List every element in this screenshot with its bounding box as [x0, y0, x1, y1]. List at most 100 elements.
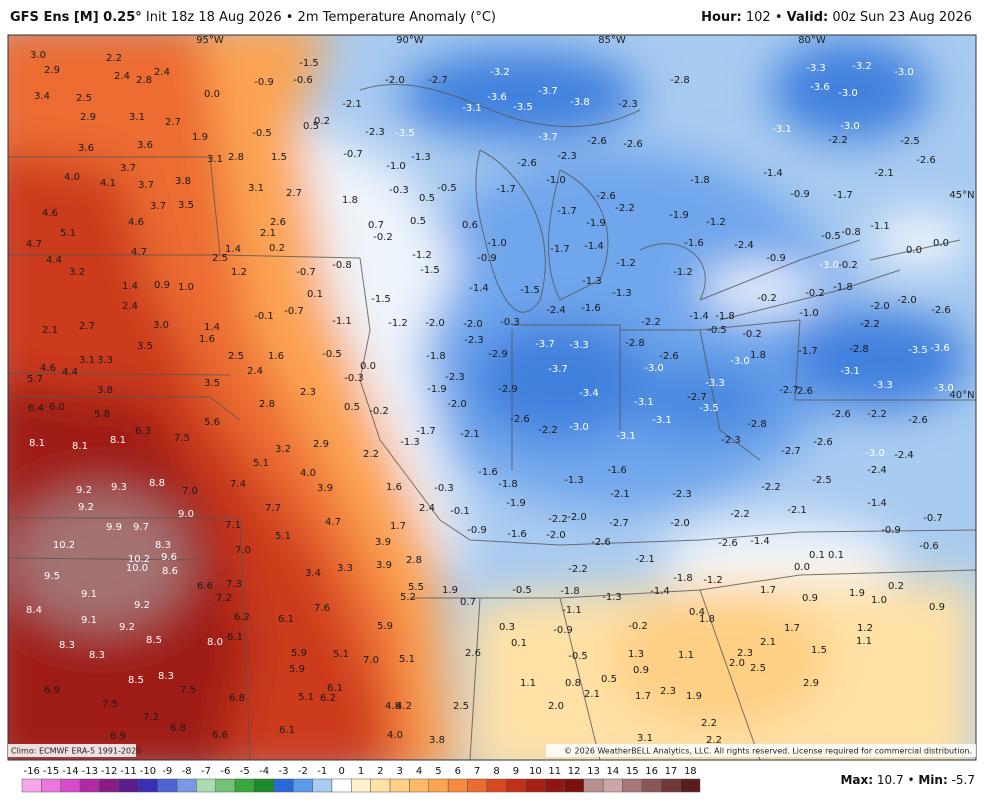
anomaly-label: -0.9 — [881, 525, 901, 536]
anomaly-label: 7.2 — [216, 593, 232, 604]
anomaly-label: -1.1 — [562, 605, 582, 616]
anomaly-label: -0.8 — [841, 227, 861, 238]
anomaly-label: -1.8 — [560, 586, 580, 597]
anomaly-label: -2.6 — [831, 409, 851, 420]
anomaly-label: 2.8 — [259, 399, 275, 410]
anomaly-label: -2.8 — [849, 344, 869, 355]
anomaly-label: -2.7 — [687, 392, 707, 403]
anomaly-label: 9.1 — [81, 615, 97, 626]
anomaly-label: -0.5 — [568, 651, 588, 662]
anomaly-label: 5.1 — [60, 228, 76, 239]
anomaly-label: 0.9 — [802, 593, 818, 604]
anomaly-label: -1.2 — [706, 217, 726, 228]
colorbar-tick-label: -2 — [298, 766, 308, 777]
anomaly-label: 4.0 — [64, 172, 80, 183]
anomaly-label: -0.7 — [284, 306, 304, 317]
anomaly-label: 0.0 — [933, 238, 949, 249]
anomaly-label: 2.1 — [260, 228, 276, 239]
hour: 102 — [745, 10, 771, 25]
anomaly-label: -2.3 — [557, 151, 577, 162]
separator: • — [907, 773, 914, 787]
colorbar-swatch — [157, 778, 178, 793]
colorbar-tick-label: -11 — [120, 766, 136, 777]
anomaly-label: -0.5 — [821, 231, 841, 242]
grid-label: 40°N — [949, 390, 974, 401]
anomaly-label: -3.0 — [934, 383, 954, 394]
anomaly-label: 6.1 — [227, 632, 243, 643]
anomaly-label: 1.5 — [811, 645, 827, 656]
colorbar-tick-label: -5 — [240, 766, 250, 777]
anomaly-label: 3.8 — [97, 385, 113, 396]
anomaly-label: -2.6 — [718, 538, 738, 549]
anomaly-label: 7.5 — [180, 685, 196, 696]
colorbar-tick-label: 15 — [626, 766, 639, 777]
anomaly-label: 4.1 — [100, 178, 116, 189]
anomaly-label: -0.7 — [343, 149, 363, 160]
anomaly-labels: 3.02.93.4 2.52.93.64.04.14.65.14.74.43.22… — [26, 50, 954, 746]
anomaly-label: -2.2 — [568, 564, 588, 575]
anomaly-label: 4.7 — [26, 239, 42, 250]
max-min: Max: 10.7 • Min: -5.7 — [840, 773, 975, 787]
anomaly-label: -1.8 — [715, 311, 735, 322]
grid-label: 80°W — [798, 35, 826, 46]
anomaly-label: 3.3 — [97, 355, 113, 366]
anomaly-label: -3.1 — [652, 415, 672, 426]
anomaly-label: -3.5 — [395, 128, 415, 139]
colorbar-tick-label: -7 — [201, 766, 211, 777]
anomaly-label: 2.0 — [548, 701, 564, 712]
anomaly-label: -0.7 — [296, 267, 316, 278]
anomaly-label: 5.5 — [408, 582, 424, 593]
anomaly-label: -0.7 — [923, 513, 943, 524]
colorbar-swatch — [99, 778, 120, 793]
anomaly-label: 2.6 — [270, 217, 286, 228]
anomaly-label: 7.2 — [143, 712, 159, 723]
colorbar-swatch — [467, 778, 488, 793]
anomaly-label: 0.0 — [204, 89, 220, 100]
anomaly-label: -2.7 — [428, 75, 448, 86]
colorbar-tick-label: 11 — [548, 766, 561, 777]
init: Init 18z 18 Aug 2026 — [145, 10, 282, 25]
anomaly-label: -0.6 — [919, 541, 939, 552]
anomaly-label: -1.7 — [557, 206, 577, 217]
anomaly-label: -1.5 — [371, 294, 391, 305]
anomaly-label: -1.0 — [799, 308, 819, 319]
anomaly-label: -1.8 — [833, 282, 853, 293]
anomaly-label: 7.0 — [182, 486, 198, 497]
anomaly-label: 1.0 — [178, 282, 194, 293]
anomaly-label: 8.1 — [29, 438, 45, 449]
colorbar-swatch — [602, 778, 623, 793]
anomaly-label: 3.2 — [275, 444, 291, 455]
header: GFS Ens [M] 0.25° Init 18z 18 Aug 2026 •… — [0, 0, 984, 34]
anomaly-label: 0.7 — [368, 220, 384, 231]
anomaly-label: 6.6 — [197, 581, 213, 592]
colorbar-swatch — [370, 778, 391, 793]
anomaly-label: 5.1 — [253, 458, 269, 469]
anomaly-label: -2.2 — [828, 135, 848, 146]
anomaly-label: -2.1 — [460, 429, 480, 440]
anomaly-label: 2.0 — [729, 658, 745, 669]
anomaly-label: -2.7 — [781, 446, 801, 457]
anomaly-label: -0.2 — [838, 260, 858, 271]
colorbar-swatch — [21, 778, 42, 793]
anomaly-label: 1.1 — [678, 650, 694, 661]
anomaly-label: 5.1 — [298, 692, 314, 703]
colorbar-swatch — [409, 778, 430, 793]
anomaly-label: -1.4 — [584, 241, 604, 252]
anomaly-label: -1.3 — [400, 437, 420, 448]
anomaly-label: -1.9 — [427, 384, 447, 395]
colorbar-tick-label: -9 — [162, 766, 172, 777]
anomaly-label: -0.2 — [373, 232, 393, 243]
anomaly-label: -2.2 — [641, 317, 661, 328]
model: GFS Ens [M] 0.25° — [10, 10, 142, 25]
anomaly-label: 0.9 — [929, 602, 945, 613]
anomaly-label: 3.9 — [317, 483, 333, 494]
anomaly-label: -3.0 — [819, 260, 839, 271]
colorbar-tick-label: 18 — [684, 766, 697, 777]
anomaly-label: 3.5 — [204, 378, 220, 389]
anomaly-label: 2.5 — [750, 663, 766, 674]
anomaly-label: -0.3 — [500, 317, 520, 328]
anomaly-label: -1.7 — [833, 190, 853, 201]
colorbar-tick-label: -12 — [101, 766, 117, 777]
anomaly-label: 9.6 — [161, 552, 177, 563]
